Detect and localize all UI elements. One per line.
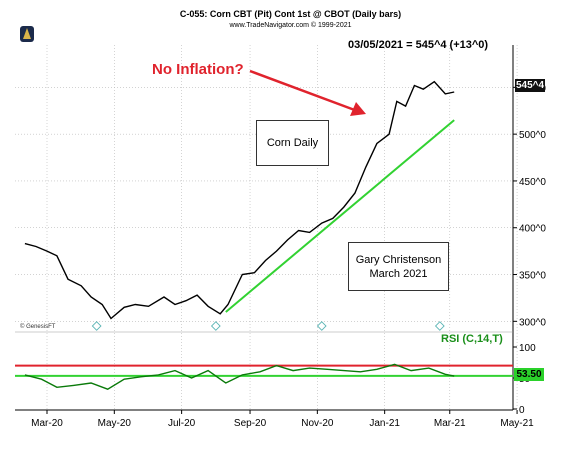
rsi-line	[24, 363, 455, 390]
grid-lines	[15, 45, 518, 410]
price-tick-label: 350^0	[519, 271, 546, 282]
trendline	[225, 119, 455, 313]
rsi-tick-label: 0	[519, 405, 525, 416]
event-marker	[434, 321, 445, 331]
corn-daily-text: Corn Daily	[266, 137, 319, 149]
event-marker	[91, 321, 102, 331]
time-tick-label: Sep-20	[234, 418, 267, 429]
annotation-arrow	[249, 69, 366, 116]
rsi-reference-levels	[15, 364, 513, 377]
author-box: Gary Christenson March 2021	[348, 242, 449, 291]
time-tick-label: May-20	[98, 418, 132, 429]
time-axis-ticks: Mar-20 May-20 Jul-20 Sep-20 Nov-20 Jan-21 Mar-…	[31, 410, 534, 429]
data-source-credit: © GenesisFT	[20, 324, 56, 330]
rsi-value-tag: 53.50	[514, 368, 544, 381]
event-markers	[91, 321, 445, 331]
last-value-readout: 03/05/2021 = 545^4 (+13^0)	[348, 39, 489, 51]
no-inflation-annotation: No Inflation?	[152, 61, 244, 78]
price-tick-label: 400^0	[519, 224, 546, 235]
time-tick-label: Mar-20	[31, 418, 63, 429]
corn-daily-label: Corn Daily	[256, 120, 329, 166]
price-tick-label: 450^0	[519, 177, 546, 188]
chart-title: C-055: Corn CBT (Pit) Cont 1st @ CBOT (D…	[179, 9, 402, 19]
price-tick-label: 500^0	[519, 130, 546, 141]
time-tick-label: May-21	[500, 418, 534, 429]
event-marker	[316, 321, 327, 331]
event-marker	[210, 321, 221, 331]
price-line	[24, 80, 455, 320]
time-tick-label: Nov-20	[301, 418, 334, 429]
last-price-tag: 545^4	[515, 79, 545, 92]
price-tick-label: 300^0	[519, 317, 546, 328]
copyright-text: www.TradeNavigator.com © 1999-2021	[229, 22, 352, 29]
time-tick-label: Jan-21	[369, 418, 400, 429]
rsi-tick-label: 100	[519, 343, 536, 354]
trade-navigator-logo	[20, 26, 34, 42]
author-name: Gary Christenson	[355, 253, 442, 266]
author-date: March 2021	[369, 267, 428, 280]
time-tick-label: Mar-21	[434, 418, 466, 429]
rsi-title: RSI (C,14,T)	[441, 333, 503, 345]
time-tick-label: Jul-20	[168, 418, 196, 429]
